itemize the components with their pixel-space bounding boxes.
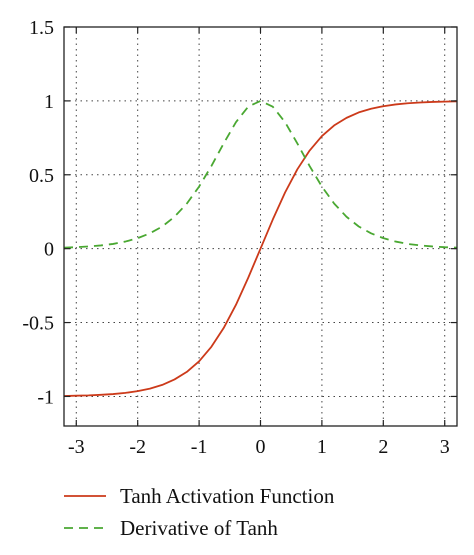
- y-tick-label: 1.5: [29, 17, 54, 39]
- y-tick-label: -0.5: [22, 313, 54, 335]
- axis-ticks: -3 -2 -1 0 1 2 3 -1 -0.5 0 0.5 1 1.5: [22, 17, 457, 458]
- y-tick-label: 1: [44, 91, 54, 113]
- y-tick-label: -1: [37, 386, 54, 408]
- legend: Tanh Activation Function Derivative of T…: [64, 484, 335, 540]
- x-tick-label: -2: [129, 436, 146, 458]
- x-tick-label: 0: [256, 436, 266, 458]
- x-tick-label: -1: [191, 436, 208, 458]
- y-tick-label: 0.5: [29, 165, 54, 187]
- series-line-1: [63, 99, 458, 249]
- x-tick-label: -3: [68, 436, 85, 458]
- legend-label-tanh: Tanh Activation Function: [120, 484, 335, 508]
- x-tick-label: 2: [378, 436, 388, 458]
- x-tick-label: 1: [317, 436, 327, 458]
- grid: [64, 27, 457, 426]
- y-tick-label: 0: [44, 239, 54, 261]
- series-line-0: [63, 100, 458, 397]
- x-tick-label: 3: [440, 436, 450, 458]
- series-layer: [63, 99, 458, 397]
- legend-label-derivative: Derivative of Tanh: [120, 516, 278, 540]
